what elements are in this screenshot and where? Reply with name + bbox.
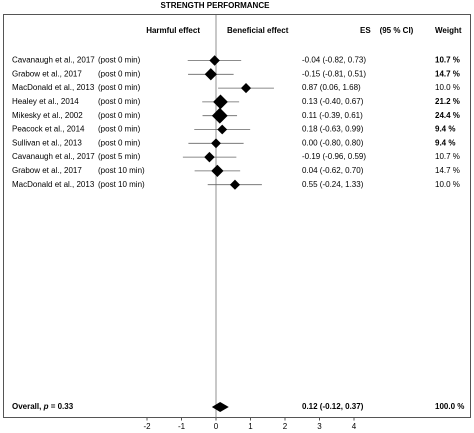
x-tick-label: -2: [143, 422, 151, 431]
effect-marker: [204, 68, 217, 81]
x-tick-label: 0: [214, 422, 219, 431]
ci-label: 0.11 (-0.39, 0.61): [302, 111, 363, 120]
weight-label: 9.4 %: [435, 125, 455, 134]
x-tick-label: 4: [352, 422, 357, 431]
ci-label: 0.00 (-0.80, 0.80): [302, 138, 364, 147]
weight-label: 10.0 %: [435, 180, 460, 189]
time-label: (post 0 min): [98, 56, 141, 65]
study-label: MacDonald et al., 2013: [12, 83, 95, 92]
study-label: Peacock et al., 2014: [12, 125, 85, 134]
time-label: (post 5 min): [98, 152, 141, 161]
effect-marker: [240, 83, 252, 94]
right-header: Beneficial effect: [227, 26, 289, 35]
ci-label: 0.18 (-0.63, 0.99): [302, 125, 364, 134]
weight-label: 14.7 %: [435, 69, 460, 78]
time-label: (post 10 min): [98, 180, 145, 189]
effect-marker: [211, 138, 221, 149]
es-header: ES (95 % CI): [360, 26, 414, 35]
ci-label: 0.13 (-0.40, 0.67): [302, 97, 364, 106]
ci-label: -0.15 (-0.81, 0.51): [302, 69, 366, 78]
weight-label: 10.7 %: [435, 152, 460, 161]
overall-label-part: p: [43, 402, 49, 411]
time-label: (post 0 min): [98, 125, 141, 134]
x-tick-label: -1: [178, 422, 186, 431]
chart-title: STRENGTH PERFORMANCE: [161, 1, 271, 10]
weight-label: 10.7 %: [435, 56, 460, 65]
ci-label: 0.87 (0.06, 1.68): [302, 83, 361, 92]
study-label: Cavanaugh et al., 2017: [12, 152, 95, 161]
weight-label: 10.0 %: [435, 83, 460, 92]
study-label: Sullivan et al., 2013: [12, 138, 82, 147]
overall-weight-label: 100.0 %: [435, 402, 464, 411]
weight-header: Weight: [435, 26, 462, 35]
study-label: Grabow et al., 2017: [12, 166, 82, 175]
ci-label: -0.04 (-0.82, 0.73): [302, 56, 366, 65]
overall-label: Overall, p = 0.33: [12, 402, 74, 411]
overall-label-part: Overall,: [12, 402, 44, 411]
ci-label: 0.04 (-0.62, 0.70): [302, 166, 364, 175]
time-label: (post 10 min): [98, 166, 145, 175]
ci-label: -0.19 (-0.96, 0.59): [302, 152, 366, 161]
effect-marker: [209, 55, 220, 66]
ci-label: 0.55 (-0.24, 1.33): [302, 180, 364, 189]
time-label: (post 0 min): [98, 111, 141, 120]
effect-marker: [204, 151, 215, 163]
study-label: MacDonald et al., 2013: [12, 180, 95, 189]
overall-diamond: [211, 402, 229, 412]
weight-label: 14.7 %: [435, 166, 460, 175]
x-tick-label: 3: [317, 422, 322, 431]
effect-marker: [213, 94, 228, 110]
time-label: (post 0 min): [98, 97, 141, 106]
study-label: Mikesky et al., 2002: [12, 111, 83, 120]
time-label: (post 0 min): [98, 83, 141, 92]
x-tick-label: 1: [248, 422, 253, 431]
weight-label: 24.4 %: [435, 111, 460, 120]
effect-marker: [211, 107, 228, 124]
left-header: Harmful effect: [146, 26, 200, 35]
time-label: (post 0 min): [98, 138, 141, 147]
weight-label: 21.2 %: [435, 97, 460, 106]
time-label: (post 0 min): [98, 69, 141, 78]
x-tick-label: 2: [283, 422, 288, 431]
overall-label-part: = 0.33: [48, 402, 73, 411]
effect-marker: [229, 179, 241, 190]
overall-ci-label: 0.12 (-0.12, 0.37): [302, 402, 364, 411]
effect-marker: [211, 164, 224, 178]
study-label: Healey et al., 2014: [12, 97, 79, 106]
effect-marker: [217, 124, 228, 135]
study-label: Cavanaugh et al., 2017: [12, 56, 95, 65]
frame: [3, 14, 471, 418]
weight-label: 9.4 %: [435, 138, 455, 147]
study-label: Grabow et al., 2017: [12, 69, 82, 78]
